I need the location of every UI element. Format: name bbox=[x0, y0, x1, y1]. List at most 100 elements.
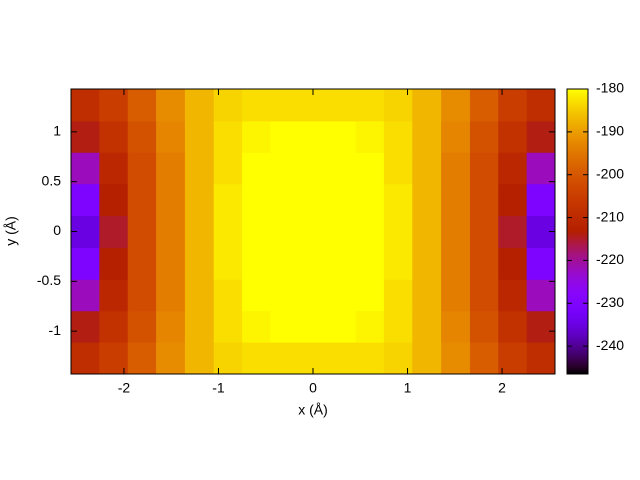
heat-cell bbox=[327, 89, 357, 122]
heat-cell bbox=[213, 310, 243, 343]
heat-cell bbox=[498, 342, 528, 375]
heat-cell bbox=[213, 120, 243, 153]
heat-cell bbox=[99, 215, 129, 248]
colorbar-tick-label: -220 bbox=[596, 251, 624, 267]
heat-cell bbox=[441, 120, 471, 153]
heat-cell bbox=[441, 247, 471, 280]
heat-cell bbox=[327, 120, 357, 153]
heat-cell bbox=[327, 342, 357, 375]
heat-cell bbox=[213, 152, 243, 185]
heat-cell bbox=[242, 152, 271, 185]
heat-cell bbox=[127, 120, 157, 153]
heat-cell bbox=[498, 215, 528, 248]
heat-cell bbox=[355, 247, 385, 280]
heat-cell bbox=[498, 279, 528, 312]
heat-cell bbox=[298, 279, 328, 312]
heat-cell bbox=[156, 152, 186, 185]
heat-cell bbox=[242, 247, 271, 280]
heat-cell bbox=[412, 279, 442, 312]
heat-cell bbox=[355, 183, 385, 217]
heat-cell bbox=[127, 247, 157, 280]
x-tick-label: 1 bbox=[404, 380, 412, 396]
heat-cell bbox=[526, 152, 556, 185]
heat-cell bbox=[383, 247, 413, 280]
heat-cell bbox=[441, 183, 471, 217]
heat-cell bbox=[355, 120, 385, 153]
heat-cell bbox=[184, 215, 215, 248]
heat-cell bbox=[213, 279, 243, 312]
heat-cell bbox=[270, 183, 300, 217]
heat-cell bbox=[184, 120, 215, 153]
heat-cell bbox=[412, 183, 442, 217]
heat-cell bbox=[156, 279, 186, 312]
heatmap bbox=[71, 89, 556, 375]
heat-cell bbox=[298, 247, 328, 280]
heat-cell bbox=[441, 89, 471, 122]
heat-cell bbox=[270, 279, 300, 312]
heat-cell bbox=[526, 310, 556, 343]
heat-cell bbox=[71, 342, 100, 375]
heat-cell bbox=[270, 120, 300, 153]
heat-cell bbox=[127, 310, 157, 343]
heat-cell bbox=[526, 279, 556, 312]
y-tick-label: 0.5 bbox=[42, 172, 62, 188]
heat-cell bbox=[441, 279, 471, 312]
heat-cell bbox=[242, 215, 271, 248]
colorbar bbox=[566, 88, 589, 375]
heat-cell bbox=[441, 310, 471, 343]
heat-cell bbox=[242, 183, 271, 217]
heat-cell bbox=[71, 247, 100, 280]
heat-cell bbox=[469, 183, 499, 217]
heat-cell bbox=[127, 342, 157, 375]
heat-cell bbox=[383, 279, 413, 312]
heat-cell bbox=[71, 152, 100, 185]
heat-cell bbox=[184, 247, 215, 280]
heat-cell bbox=[156, 89, 186, 122]
heat-cell bbox=[441, 215, 471, 248]
heat-cell bbox=[156, 215, 186, 248]
heat-cell bbox=[99, 120, 129, 153]
heat-cell bbox=[298, 215, 328, 248]
heat-cell bbox=[242, 279, 271, 312]
heat-cell bbox=[242, 342, 271, 375]
heat-cell bbox=[156, 310, 186, 343]
heat-cell bbox=[469, 89, 499, 122]
heat-cell bbox=[127, 215, 157, 248]
x-axis-label: x (Å) bbox=[298, 402, 328, 418]
heat-cell bbox=[469, 247, 499, 280]
heat-cell bbox=[383, 183, 413, 217]
heat-cell bbox=[327, 152, 357, 185]
heat-cell bbox=[412, 120, 442, 153]
colorbar-tick-label: -180 bbox=[596, 80, 624, 96]
heat-cell bbox=[383, 120, 413, 153]
heat-cell bbox=[184, 89, 215, 122]
heat-cell bbox=[184, 342, 215, 375]
heat-cell bbox=[156, 120, 186, 153]
heat-cell bbox=[127, 89, 157, 122]
heat-cell bbox=[71, 89, 100, 122]
colorbar-tick-label: -200 bbox=[596, 165, 624, 181]
heat-cell bbox=[127, 183, 157, 217]
heat-cell bbox=[298, 120, 328, 153]
heat-cell bbox=[412, 247, 442, 280]
heat-cell bbox=[127, 152, 157, 185]
heat-cell bbox=[184, 183, 215, 217]
heat-cell bbox=[71, 279, 100, 312]
y-tick-label: 1 bbox=[53, 123, 61, 139]
heat-cell bbox=[469, 215, 499, 248]
heat-cell bbox=[71, 183, 100, 217]
heat-cell bbox=[184, 310, 215, 343]
heat-cell bbox=[526, 247, 556, 280]
heat-cell bbox=[412, 342, 442, 375]
heat-cell bbox=[242, 89, 271, 122]
heat-cell bbox=[184, 152, 215, 185]
heat-cell bbox=[526, 183, 556, 217]
heat-cell bbox=[327, 247, 357, 280]
heat-cell bbox=[498, 120, 528, 153]
heat-cell bbox=[526, 89, 556, 122]
y-tick-label: 0 bbox=[53, 222, 61, 238]
heat-cell bbox=[498, 89, 528, 122]
heat-cell bbox=[412, 215, 442, 248]
heat-cell bbox=[469, 342, 499, 375]
